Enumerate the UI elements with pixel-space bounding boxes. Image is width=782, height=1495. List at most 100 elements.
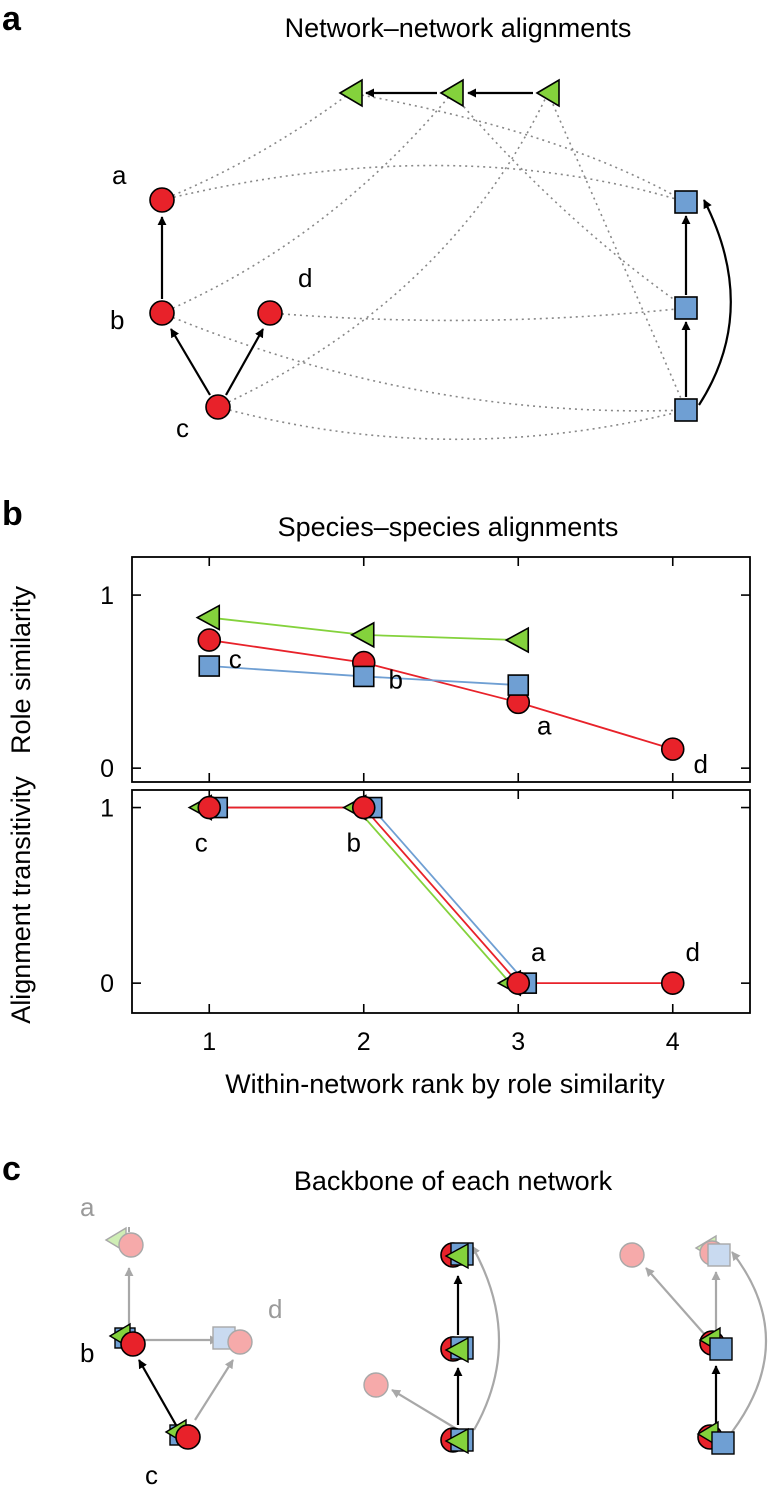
chart1-frame <box>131 556 751 783</box>
chart2-xtick-label: 1 <box>202 1028 216 1056</box>
chart2-ytick-label: 1 <box>100 795 114 823</box>
align-line-c-s1 <box>217 406 687 441</box>
chart2-annotation-d: d <box>686 937 700 967</box>
node-c <box>205 394 231 420</box>
alignment-lines <box>161 92 687 441</box>
align-line-b-s1 <box>161 312 687 412</box>
chart2-frame <box>131 789 751 1014</box>
chart2-point-red <box>506 971 531 995</box>
chart2-xtick-label: 3 <box>511 1028 525 1056</box>
green-node-1 <box>338 78 363 108</box>
align-line-d-s2 <box>269 307 687 322</box>
bb2-arc <box>471 1245 501 1431</box>
align-line-g1-s3 <box>349 92 687 203</box>
panel-label-c: c <box>2 1150 21 1188</box>
panel-c-title: Backbone of each network <box>294 1166 613 1196</box>
chart1-point-red <box>197 628 222 652</box>
panel-b: b Species–species alignments Role simila… <box>2 495 751 1099</box>
bb1-node-c <box>175 1424 201 1450</box>
bb1-label-c: c <box>145 1460 158 1490</box>
chart2-series <box>187 794 685 997</box>
align-line-b-g2 <box>161 92 453 314</box>
panel-label-a: a <box>2 0 22 38</box>
chart1-point-red <box>660 737 685 761</box>
bb2-green-mid <box>444 1336 469 1364</box>
chart1-point-green <box>504 626 530 654</box>
bb3-edge-faded-left <box>645 1267 707 1337</box>
green-node-2 <box>439 78 464 108</box>
bb3-square-bot <box>711 1431 735 1455</box>
chart2-annotations: c b a d <box>195 828 700 968</box>
bb2-green-bot <box>444 1427 469 1455</box>
bb2-green-top <box>444 1242 469 1270</box>
align-line-c-g3 <box>217 92 549 408</box>
chart2-point-red <box>660 971 685 995</box>
chart1-annotation-a: a <box>537 710 552 740</box>
align-line-g2-s2 <box>451 92 687 309</box>
chart2-line-red <box>209 806 673 985</box>
chart1-annotation-d: d <box>694 749 708 779</box>
chart2-xlabel: Within-network rank by role similarity <box>225 1069 665 1099</box>
chart1-annotations: c b a d <box>229 644 708 779</box>
bb1-label-a: a <box>80 1192 95 1222</box>
backbone-green <box>619 1234 767 1455</box>
chart1-ytick-label: 0 <box>100 755 114 783</box>
chart1-ticks: 01 <box>100 557 750 783</box>
node-label-c: c <box>176 413 189 443</box>
chart1-point-green <box>195 604 221 631</box>
chart1-ytick-label: 1 <box>100 582 114 610</box>
bb1-label-d: d <box>268 1294 282 1324</box>
panel-a: a Network–network alignments a b <box>2 0 732 443</box>
chart1-series <box>195 604 685 761</box>
chart2-ylabel: Alignment transitivity <box>6 776 36 1024</box>
chart2-xtick-label: 4 <box>666 1028 680 1056</box>
align-line-a-g1 <box>161 92 351 201</box>
node-d <box>257 300 283 326</box>
bb3-faded-node-left <box>619 1242 645 1268</box>
chart2-annotation-b: b <box>347 828 361 858</box>
blue-node-2 <box>674 296 698 320</box>
bb2-edge-faded <box>391 1389 456 1429</box>
chart1-ylabel: Role similarity <box>6 585 36 754</box>
blue-node-3 <box>674 190 698 214</box>
green-network <box>338 78 560 108</box>
panel-a-title: Network–network alignments <box>285 13 632 43</box>
bb1-edge-c-d <box>194 1359 234 1421</box>
red-network: a b c d <box>110 160 312 443</box>
node-label-a: a <box>112 160 127 190</box>
chart2-annotation-c: c <box>195 828 208 858</box>
edge-c-b <box>170 328 211 396</box>
bb3-faded-square-top <box>707 1243 731 1267</box>
edge-s1-s3 <box>698 199 732 406</box>
panel-label-b: b <box>2 495 23 533</box>
green-node-3 <box>535 78 560 108</box>
chart2-annotation-a: a <box>531 937 546 967</box>
bb1-faded-node-a <box>118 1232 144 1258</box>
bb1-node-b <box>120 1331 146 1357</box>
node-b <box>149 300 175 326</box>
chart1-point-green <box>350 621 375 649</box>
backbone-red: a b c d <box>80 1192 282 1490</box>
chart2-xtick-label: 2 <box>357 1028 371 1056</box>
bb1-label-b: b <box>80 1338 94 1368</box>
chart2-line-blue <box>217 806 527 984</box>
node-label-b: b <box>110 305 124 335</box>
align-line-a-s3 <box>161 164 687 203</box>
chart1-point-blue <box>507 674 530 696</box>
panel-c: c Backbone of each network a b c d <box>2 1150 767 1490</box>
chart1-annotation-b: b <box>389 665 403 695</box>
blue-node-1 <box>674 398 698 422</box>
bb1-faded-node-d <box>227 1329 253 1355</box>
chart2-ytick-label: 0 <box>100 970 114 998</box>
bb3-square-mid <box>709 1337 733 1361</box>
node-a <box>149 187 175 213</box>
alignment-transitivity-chart: Alignment transitivity 0 1 1 2 3 4 c b a d Withi… <box>6 776 751 1099</box>
chart-title: Species–species alignments <box>278 512 619 542</box>
bb2-faded-node <box>363 1372 389 1398</box>
chart1-point-blue <box>198 655 221 677</box>
chart1-point-blue <box>352 665 375 688</box>
chart2-point-red <box>197 795 222 820</box>
bb1-edge-c-b <box>138 1359 177 1426</box>
